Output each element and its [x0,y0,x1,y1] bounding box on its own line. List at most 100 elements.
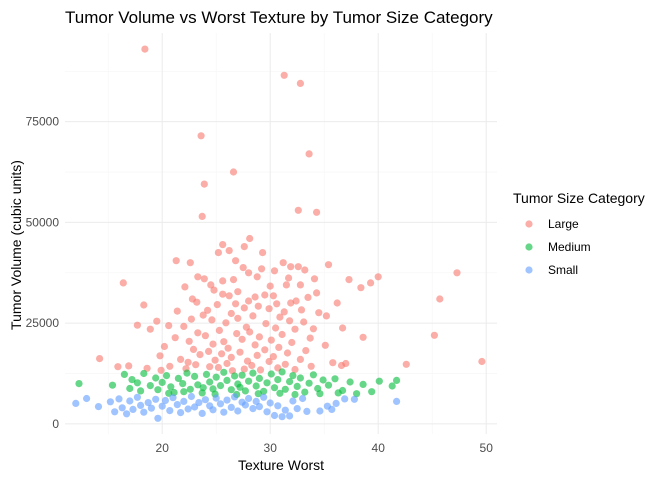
data-point [197,132,205,140]
data-point [292,297,300,305]
x-tick-label: 50 [480,441,494,455]
data-point [141,45,149,53]
data-point [339,324,347,332]
data-point [152,374,160,382]
data-point [313,289,321,297]
data-point [282,281,290,289]
data-point [316,407,324,415]
data-point [296,281,304,289]
data-point [281,360,289,368]
data-point [258,265,266,273]
data-point [255,403,263,411]
data-point [331,375,339,383]
data-point [158,378,166,386]
legend-key-large [525,220,533,228]
data-point [256,366,265,374]
data-point [238,371,246,379]
data-point [393,376,401,384]
data-point [275,343,283,351]
data-point [199,384,207,392]
data-point [306,334,314,342]
data-point [249,369,257,377]
data-point [147,404,155,412]
data-point [157,366,165,374]
data-point [75,380,83,388]
data-point [245,394,253,403]
data-point [227,309,235,318]
data-point [196,351,204,359]
data-point [270,411,279,420]
data-point [174,374,182,382]
data-point [301,266,309,274]
data-point [106,398,114,406]
data-point [210,286,218,294]
data-point [430,331,438,339]
data-point [296,374,304,382]
data-point [304,293,312,301]
data-point [194,381,202,389]
data-point [245,377,253,385]
data-point [329,359,337,367]
data-point [262,320,270,328]
data-point [334,389,342,397]
data-point [359,333,367,341]
y-tick-label: 25000 [26,316,60,330]
legend-key-small [525,266,533,274]
data-point [332,399,340,407]
data-points [72,45,486,422]
data-point [265,305,273,313]
data-point [220,368,228,376]
data-point [245,269,253,277]
data-point [316,390,324,398]
data-point [232,257,240,265]
data-point [393,397,401,405]
data-point [180,322,188,330]
data-point [337,361,346,370]
data-point [270,267,279,275]
data-point [286,412,294,420]
data-point [156,352,164,360]
data-point [128,376,136,384]
data-point [211,356,219,364]
data-point [291,365,299,374]
data-point [291,390,299,399]
data-point [224,344,232,352]
data-point [267,336,275,344]
data-point [212,394,220,402]
data-point [126,384,134,393]
data-point [187,392,195,401]
data-point [293,382,301,390]
data-point [310,275,319,283]
data-point [120,370,128,378]
data-point [152,395,160,403]
data-point [261,291,269,299]
data-point [254,302,262,310]
data-point [267,370,275,378]
data-point [269,353,277,361]
data-point [276,389,284,397]
data-point [274,376,282,384]
data-point [297,306,306,314]
data-point [158,402,166,410]
data-point [209,406,217,414]
data-point [281,385,289,393]
data-point [321,341,329,349]
data-point [219,277,227,285]
data-point [187,315,195,323]
data-point [280,308,288,316]
data-point [189,345,198,353]
data-point [202,370,211,378]
data-point [259,249,267,257]
data-point [303,407,311,415]
data-point [436,295,444,303]
legend-label-medium: Medium [548,240,591,254]
data-point [341,395,349,403]
data-point [223,359,231,368]
data-point [263,408,271,416]
data-point [368,388,376,396]
data-point [307,362,315,370]
data-point [241,401,249,409]
data-point [186,259,194,267]
data-point [274,402,282,410]
data-point [240,243,248,251]
